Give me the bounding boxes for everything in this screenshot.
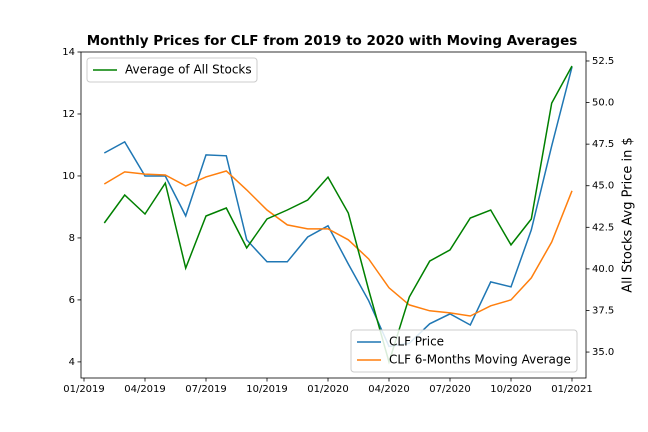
y2-tick-label: 37.5: [592, 305, 614, 316]
x-tick-label: 01/2021: [551, 384, 593, 395]
x-tick-label: 01/2019: [63, 384, 105, 395]
y2-tick-label: 35.0: [592, 347, 614, 358]
y-tick-label: 4: [69, 357, 75, 368]
y-tick-label: 8: [69, 233, 75, 244]
legend-box: [350, 329, 578, 373]
legend-label: CLF Price: [389, 335, 444, 349]
x-tick-label: 07/2019: [185, 384, 227, 395]
line-series: [103, 170, 573, 317]
y2-tick-label: 45.0: [592, 181, 614, 192]
legend-box: [86, 57, 258, 83]
plot-frame: [80, 51, 587, 379]
line-series: [103, 66, 573, 348]
y2-tick-label: 50.0: [592, 98, 614, 109]
y-tick-label: 14: [62, 47, 75, 58]
x-tick-label: 04/2019: [124, 384, 166, 395]
x-tick-label: 04/2020: [368, 384, 410, 395]
x-tick-label: 01/2020: [307, 384, 349, 395]
y-tick-label: 6: [69, 295, 75, 306]
chart-title: Monthly Prices for CLF from 2019 to 2020…: [87, 33, 578, 49]
y2-tick-label: 47.5: [592, 139, 614, 150]
y-tick-label: 10: [62, 171, 75, 182]
x-tick-label: 07/2020: [429, 384, 471, 395]
y2-tick-label: 40.0: [592, 264, 614, 275]
legend-label: Average of All Stocks: [125, 63, 252, 77]
y-tick-label: 12: [62, 109, 75, 120]
y2-tick-label: 52.5: [592, 56, 614, 67]
y2-tick-label: 42.5: [592, 222, 614, 233]
line-series: [103, 65, 573, 365]
x-tick-label: 10/2019: [246, 384, 288, 395]
y2-axis-label: All Stocks Avg Price in $: [621, 137, 636, 292]
legend-label: CLF 6-Months Moving Average: [389, 353, 571, 367]
x-tick-label: 10/2020: [490, 384, 532, 395]
